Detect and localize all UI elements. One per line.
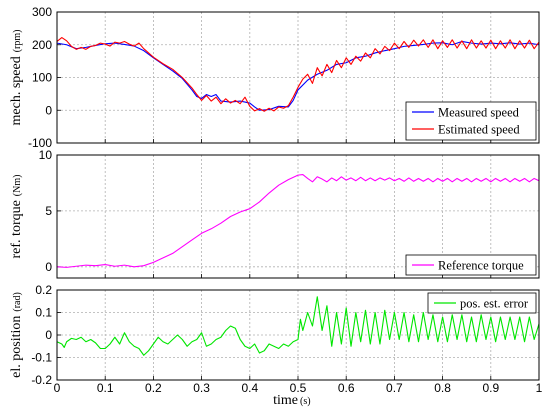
series-line-speed-1 xyxy=(57,36,539,112)
x-tick-label: 0.2 xyxy=(145,381,162,395)
legend-label: pos. est. error xyxy=(460,297,529,311)
y-axis-label-text: el. position xyxy=(9,316,24,378)
y-axis-unit: (rpm) xyxy=(12,30,23,53)
x-tick-label: 0.1 xyxy=(97,381,114,395)
x-tick-label: 0.9 xyxy=(482,381,499,395)
y-axis-label-text: mech. speed xyxy=(9,56,24,125)
legend-box xyxy=(427,292,537,314)
series-line-torque-0 xyxy=(57,174,539,268)
legend-box xyxy=(405,254,537,276)
legend-label: Reference torque xyxy=(438,259,524,273)
y-tick-label: -0.1 xyxy=(31,351,52,365)
x-axis: time (s) 0 0.1 0.2 0.3 0.4 0.5 0.6 0.7 0.8 0.9 1 xyxy=(54,381,543,408)
x-tick-label: 0 xyxy=(54,381,61,395)
y-tick-label: 100 xyxy=(32,71,52,85)
panel-frame xyxy=(56,154,540,279)
legend-label: Measured speed xyxy=(438,106,520,120)
y-tick-label: 0 xyxy=(45,260,52,274)
y-axis-unit: (Nm) xyxy=(12,175,23,197)
y-tick-label: 5 xyxy=(45,204,52,218)
legend-box xyxy=(405,101,537,141)
x-tick-label: 0.7 xyxy=(386,381,403,395)
y-axis-label-position: el. position (rad) xyxy=(9,292,24,378)
x-tick-label: 0.5 xyxy=(290,381,307,395)
y-tick-label: -0.2 xyxy=(31,373,52,387)
y-tick-label: -100 xyxy=(28,136,52,150)
y-axis-label-text: ref. torque xyxy=(9,200,24,258)
y-tick-label: 10 xyxy=(39,148,53,162)
panel-torque: 10 5 0 ref. torque (Nm) Reference torque xyxy=(9,148,540,279)
panel-position: 0.2 0.1 0 -0.1 -0.2 el. position (rad) pos. est… xyxy=(9,283,540,387)
y-axis-label-speed: mech. speed (rpm) xyxy=(9,30,24,126)
panel-speed: 300 200 100 0 -100 mech. speed (rpm) Measured s… xyxy=(9,5,540,150)
y-tick-label: 0.1 xyxy=(35,306,52,320)
y-tick-label: 0 xyxy=(45,103,52,117)
x-tick-label: 0.6 xyxy=(338,381,355,395)
legend-label: Estimated speed xyxy=(438,123,520,137)
x-axis-unit: (s) xyxy=(300,396,311,407)
x-tick-label: 0.4 xyxy=(241,381,258,395)
x-tick-label: 0.3 xyxy=(193,381,210,395)
panel-frame xyxy=(56,11,540,144)
panel-frame xyxy=(56,289,540,381)
x-tick-label: 0.8 xyxy=(434,381,451,395)
legend-position: pos. est. error xyxy=(427,292,537,314)
y-axis-unit: (rad) xyxy=(12,292,23,311)
y-tick-label: 300 xyxy=(32,5,52,19)
legend-speed: Measured speed Estimated speed xyxy=(405,101,537,141)
y-axis-label-torque: ref. torque (Nm) xyxy=(9,175,24,259)
x-axis-label: time xyxy=(273,393,298,408)
y-tick-label: 200 xyxy=(32,38,52,52)
x-tick-label: 1 xyxy=(536,381,543,395)
y-tick-label: 0.2 xyxy=(35,283,52,297)
series-line-position-0 xyxy=(57,296,539,356)
series-line-speed-0 xyxy=(57,40,539,111)
y-tick-label: 0 xyxy=(45,328,52,342)
legend-torque: Reference torque xyxy=(405,254,537,276)
